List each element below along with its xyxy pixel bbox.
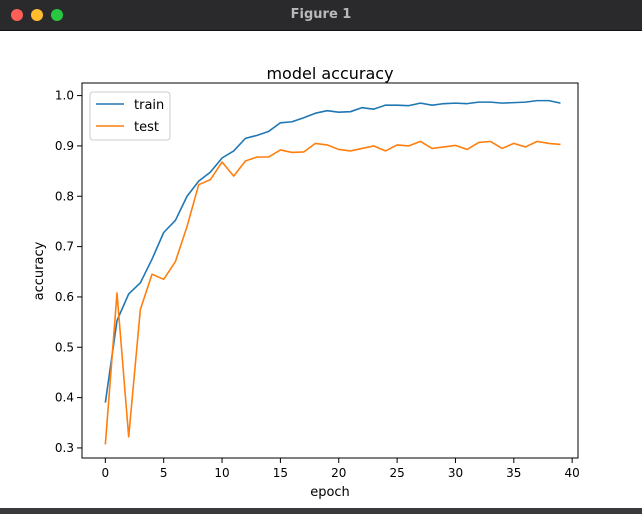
x-tick-label: 30 (448, 466, 463, 480)
y-tick-label: 0.5 (55, 340, 74, 354)
chart-title: model accuracy (266, 64, 393, 83)
x-tick-label: 40 (565, 466, 580, 480)
series-line-test (104, 140, 561, 445)
series-line-train (104, 99, 561, 403)
y-axis-label: accuracy (32, 241, 47, 300)
y-tick-label: 1.0 (55, 89, 74, 103)
window-bottom-edge (0, 508, 642, 514)
series-layer (104, 99, 561, 445)
window-title: Figure 1 (290, 7, 352, 22)
minimize-icon[interactable] (31, 9, 43, 21)
x-tick-label: 10 (214, 466, 229, 480)
x-tick-label: 15 (273, 466, 288, 480)
x-tick-label: 20 (331, 466, 346, 480)
legend: train test (89, 91, 171, 141)
y-tick-label: 0.6 (55, 290, 74, 304)
title-bar[interactable]: Figure 1 (0, 0, 642, 31)
y-tick-label: 0.3 (55, 441, 74, 455)
plot-frame (81, 82, 579, 459)
legend-label-train: train (134, 98, 164, 113)
x-axis-label: epoch (310, 485, 350, 500)
ticks-layer: 0 5 10 15 20 25 30 35 40 0.3 0.4 0.5 0.6 0.7 0.8 0.9 1.0 (55, 89, 580, 480)
y-tick-label: 0.4 (55, 391, 74, 405)
maximize-icon[interactable] (51, 9, 63, 21)
legend-label-test: test (134, 120, 159, 135)
close-icon[interactable] (11, 9, 23, 21)
y-tick-label: 0.8 (55, 189, 74, 203)
x-tick-label: 25 (389, 466, 404, 480)
accuracy-chart: model accuracy 0 5 10 15 20 25 30 35 40 0.3 0.4 0.5… (32, 64, 580, 500)
y-tick-label: 0.9 (55, 139, 74, 153)
x-tick-label: 35 (506, 466, 521, 480)
x-tick-label: 0 (102, 466, 110, 480)
y-tick-label: 0.7 (55, 240, 74, 254)
x-tick-label: 5 (160, 466, 168, 480)
